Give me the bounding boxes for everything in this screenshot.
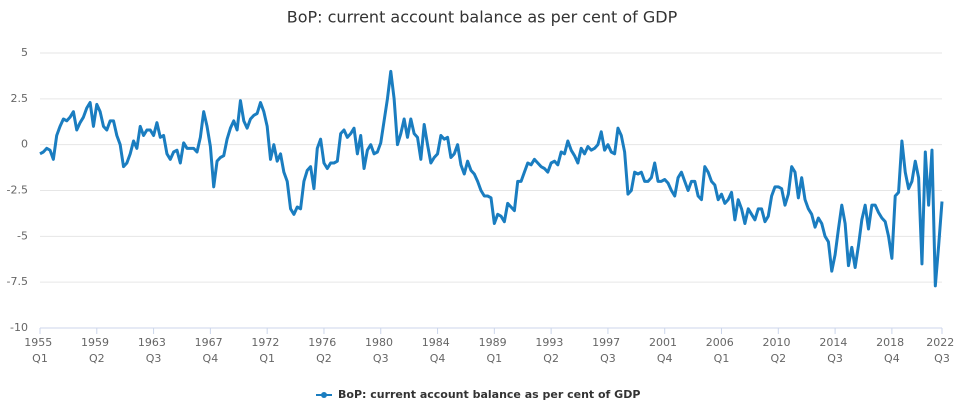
y-tick-label: -2.5: [7, 184, 28, 197]
x-tick-label: 1993 Q2: [535, 336, 567, 365]
x-tick-label: 1967 Q4: [195, 336, 227, 365]
x-tick-label: 2001 Q4: [649, 336, 681, 365]
x-tick-label: 2010 Q2: [763, 336, 795, 365]
y-tick-label: 0: [21, 138, 28, 151]
x-tick-label: 2018 Q4: [876, 336, 908, 365]
legend-label: BoP: current account balance as per cent…: [338, 388, 640, 401]
chart-title: BoP: current account balance as per cent…: [287, 8, 678, 27]
x-tick-label: 1963 Q3: [138, 336, 170, 365]
x-tick-label: 2022 Q3: [926, 336, 958, 365]
y-tick-label: 5: [21, 46, 28, 59]
x-tick-label: 2014 Q3: [819, 336, 851, 365]
y-tick-label: -5: [17, 229, 28, 242]
x-tick-label: 1984 Q4: [422, 336, 454, 365]
x-tick-label: 1976 Q2: [308, 336, 340, 365]
series-line: [39, 69, 944, 288]
y-tick-label: -10: [10, 321, 28, 334]
x-tick-label: 2006 Q1: [706, 336, 738, 365]
x-tick-label: 1989 Q1: [479, 336, 511, 365]
y-tick-label: 2.5: [11, 92, 29, 105]
y-tick-label: -7.5: [7, 275, 28, 288]
x-tick-label: 1980 Q3: [365, 336, 397, 365]
x-tick-label: 1997 Q3: [592, 336, 624, 365]
x-tick-label: 1955 Q1: [24, 336, 56, 365]
x-tick-label: 1959 Q2: [81, 336, 113, 365]
legend-marker: [321, 392, 327, 398]
x-tick-label: 1972 Q1: [251, 336, 283, 365]
